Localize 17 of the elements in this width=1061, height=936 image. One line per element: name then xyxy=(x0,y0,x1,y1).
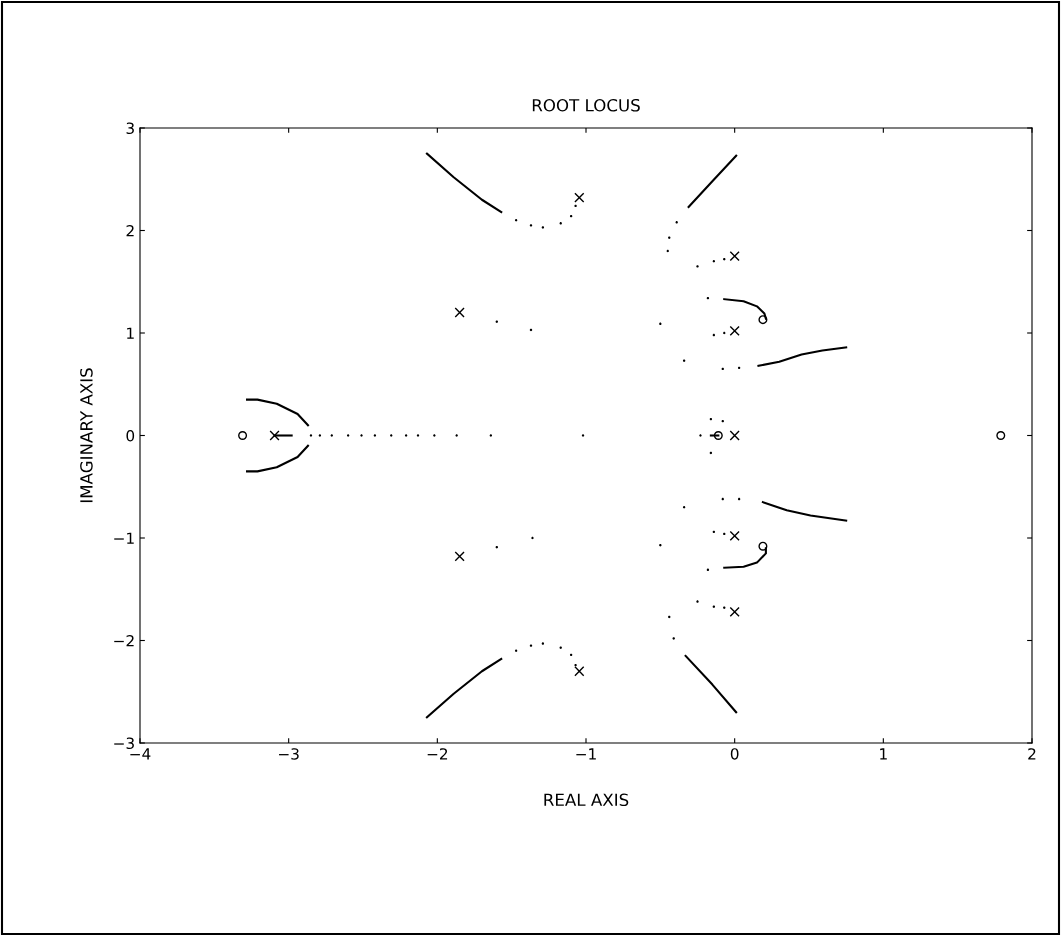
x-tick-label: −1 xyxy=(576,748,596,760)
x-tick-label: 1 xyxy=(880,748,887,760)
x-tick-label: −2 xyxy=(427,748,448,760)
y-tick-label: 1 xyxy=(127,327,134,339)
y-tick-label: −3 xyxy=(114,737,134,750)
y-tick-label: 2 xyxy=(126,224,134,237)
y-tick-label: −2 xyxy=(114,634,134,647)
x-tick-label: 2 xyxy=(1028,748,1036,760)
chart-title: ROOT LOCUS xyxy=(532,98,640,112)
y-axis-title: IMAGINARY AXIS xyxy=(80,368,93,503)
y-tick-label: 3 xyxy=(126,122,134,135)
x-axis-title: REAL AXIS xyxy=(544,793,629,807)
y-tick-label: 0 xyxy=(126,429,135,442)
x-tick-label: −3 xyxy=(279,748,299,760)
y-tick-label: −1 xyxy=(114,532,134,544)
x-tick-label: 0 xyxy=(730,748,739,760)
x-tick-label: −4 xyxy=(130,748,151,760)
